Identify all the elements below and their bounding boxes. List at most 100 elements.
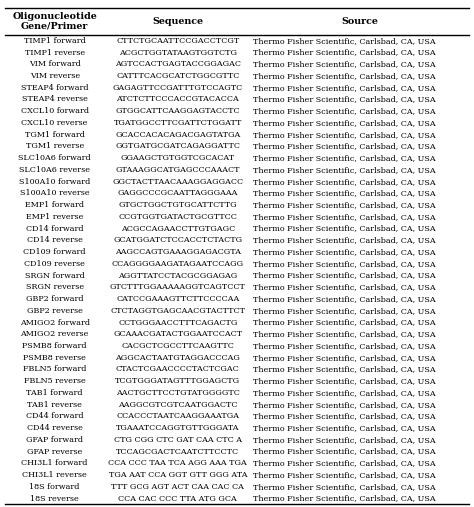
Text: GCAAACGATACTGGAATCCACT: GCAAACGATACTGGAATCCACT: [113, 330, 242, 338]
Text: SLC10A6 reverse: SLC10A6 reverse: [19, 166, 90, 174]
Text: Thermo Fisher Scientific, Carlsbad, CA, USA: Thermo Fisher Scientific, Carlsbad, CA, …: [253, 201, 436, 209]
Text: CCA CAC CCC TTA ATG GCA: CCA CAC CCC TTA ATG GCA: [118, 495, 237, 502]
Text: TIMP1 forward: TIMP1 forward: [24, 37, 85, 45]
Text: Thermo Fisher Scientific, Carlsbad, CA, USA: Thermo Fisher Scientific, Carlsbad, CA, …: [253, 283, 436, 292]
Text: TGATGGCCTTCGATTCTGGATT: TGATGGCCTTCGATTCTGGATT: [114, 119, 242, 127]
Text: AGGTTATCCTACGCGGAGAG: AGGTTATCCTACGCGGAGAG: [118, 272, 237, 279]
Text: GAGAGTTCCGATTTGTCCAGTC: GAGAGTTCCGATTTGTCCAGTC: [113, 84, 243, 92]
Text: Thermo Fisher Scientific, Carlsbad, CA, USA: Thermo Fisher Scientific, Carlsbad, CA, …: [253, 166, 436, 174]
Text: CHI3L1 reverse: CHI3L1 reverse: [22, 471, 87, 479]
Text: GTGCTGGCTGTGCATTCTTG: GTGCTGGCTGTGCATTCTTG: [118, 201, 237, 209]
Text: Thermo Fisher Scientific, Carlsbad, CA, USA: Thermo Fisher Scientific, Carlsbad, CA, …: [253, 307, 436, 315]
Text: Thermo Fisher Scientific, Carlsbad, CA, USA: Thermo Fisher Scientific, Carlsbad, CA, …: [253, 236, 436, 244]
Text: Sequence: Sequence: [152, 17, 203, 26]
Text: STEAP4 reverse: STEAP4 reverse: [22, 95, 88, 103]
Text: TTT GCG AGT ACT CAA CAC CA: TTT GCG AGT ACT CAA CAC CA: [111, 483, 244, 491]
Text: CHI3L1 forward: CHI3L1 forward: [21, 459, 88, 467]
Text: Thermo Fisher Scientific, Carlsbad, CA, USA: Thermo Fisher Scientific, Carlsbad, CA, …: [253, 95, 436, 103]
Text: EMP1 reverse: EMP1 reverse: [26, 213, 83, 221]
Text: Thermo Fisher Scientific, Carlsbad, CA, USA: Thermo Fisher Scientific, Carlsbad, CA, …: [253, 318, 436, 327]
Text: CXCL10 forward: CXCL10 forward: [21, 107, 89, 115]
Text: Thermo Fisher Scientific, Carlsbad, CA, USA: Thermo Fisher Scientific, Carlsbad, CA, …: [253, 354, 436, 361]
Text: CCACCCTAATCAAGGAAATGA: CCACCCTAATCAAGGAAATGA: [116, 412, 239, 420]
Text: Thermo Fisher Scientific, Carlsbad, CA, USA: Thermo Fisher Scientific, Carlsbad, CA, …: [253, 37, 436, 45]
Text: ATCTCTTCCCACCGTACACCA: ATCTCTTCCCACCGTACACCA: [117, 95, 239, 103]
Text: Thermo Fisher Scientific, Carlsbad, CA, USA: Thermo Fisher Scientific, Carlsbad, CA, …: [253, 107, 436, 115]
Text: Thermo Fisher Scientific, Carlsbad, CA, USA: Thermo Fisher Scientific, Carlsbad, CA, …: [253, 342, 436, 350]
Text: PSMB8 reverse: PSMB8 reverse: [23, 354, 86, 361]
Text: Thermo Fisher Scientific, Carlsbad, CA, USA: Thermo Fisher Scientific, Carlsbad, CA, …: [253, 295, 436, 303]
Text: GGCTACTTAACAAAGGAGGACC: GGCTACTTAACAAAGGAGGACC: [112, 177, 243, 186]
Text: Thermo Fisher Scientific, Carlsbad, CA, USA: Thermo Fisher Scientific, Carlsbad, CA, …: [253, 72, 436, 80]
Text: Thermo Fisher Scientific, Carlsbad, CA, USA: Thermo Fisher Scientific, Carlsbad, CA, …: [253, 213, 436, 221]
Text: Thermo Fisher Scientific, Carlsbad, CA, USA: Thermo Fisher Scientific, Carlsbad, CA, …: [253, 272, 436, 279]
Text: SRGN forward: SRGN forward: [25, 272, 84, 279]
Text: TGAAATCCAGGTGTTGGGATA: TGAAATCCAGGTGTTGGGATA: [116, 424, 239, 432]
Text: GTCTTTGGAAAAAGGTCAGTCCT: GTCTTTGGAAAAAGGTCAGTCCT: [110, 283, 246, 292]
Text: AMIGO2 reverse: AMIGO2 reverse: [20, 330, 89, 338]
Text: Thermo Fisher Scientific, Carlsbad, CA, USA: Thermo Fisher Scientific, Carlsbad, CA, …: [253, 330, 436, 338]
Text: CTCTAGGTGAGCAACGTACTTCT: CTCTAGGTGAGCAACGTACTTCT: [110, 307, 245, 315]
Text: Thermo Fisher Scientific, Carlsbad, CA, USA: Thermo Fisher Scientific, Carlsbad, CA, …: [253, 412, 436, 420]
Text: TAB1 reverse: TAB1 reverse: [27, 401, 82, 409]
Text: VIM reverse: VIM reverse: [29, 72, 80, 80]
Text: GBP2 forward: GBP2 forward: [26, 295, 83, 303]
Text: GFAP forward: GFAP forward: [26, 436, 83, 444]
Text: Thermo Fisher Scientific, Carlsbad, CA, USA: Thermo Fisher Scientific, Carlsbad, CA, …: [253, 471, 436, 479]
Text: AGGCACTAATGTAGGACCCAG: AGGCACTAATGTAGGACCCAG: [115, 354, 240, 361]
Text: Thermo Fisher Scientific, Carlsbad, CA, USA: Thermo Fisher Scientific, Carlsbad, CA, …: [253, 260, 436, 268]
Text: Thermo Fisher Scientific, Carlsbad, CA, USA: Thermo Fisher Scientific, Carlsbad, CA, …: [253, 495, 436, 502]
Text: Thermo Fisher Scientific, Carlsbad, CA, USA: Thermo Fisher Scientific, Carlsbad, CA, …: [253, 248, 436, 256]
Text: Thermo Fisher Scientific, Carlsbad, CA, USA: Thermo Fisher Scientific, Carlsbad, CA, …: [253, 448, 436, 456]
Text: PSMB8 forward: PSMB8 forward: [22, 342, 87, 350]
Text: CD109 reverse: CD109 reverse: [24, 260, 85, 268]
Text: TCGTGGGATAGTTTGGAGCTG: TCGTGGGATAGTTTGGAGCTG: [115, 377, 240, 385]
Text: Thermo Fisher Scientific, Carlsbad, CA, USA: Thermo Fisher Scientific, Carlsbad, CA, …: [253, 483, 436, 491]
Text: CCAGGGGAAGATAGAATCCAGG: CCAGGGGAAGATAGAATCCAGG: [112, 260, 244, 268]
Text: CATCCGAAAGTTCTTCCCCAA: CATCCGAAAGTTCTTCCCCAA: [116, 295, 239, 303]
Text: AAGCCAGTGAAAGGAGACGTA: AAGCCAGTGAAAGGAGACGTA: [115, 248, 241, 256]
Text: CD44 reverse: CD44 reverse: [27, 424, 82, 432]
Text: S100A10 reverse: S100A10 reverse: [20, 190, 90, 197]
Text: GGTGATGCGATCAGAGGATTC: GGTGATGCGATCAGAGGATTC: [115, 142, 240, 151]
Text: GAGGCCCGCAATTAGGGAAA: GAGGCCCGCAATTAGGGAAA: [118, 190, 238, 197]
Text: 18S forward: 18S forward: [29, 483, 80, 491]
Text: TCCAGCGACTCAATCTTCCTC: TCCAGCGACTCAATCTTCCTC: [116, 448, 239, 456]
Text: CD109 forward: CD109 forward: [23, 248, 86, 256]
Text: TIMP1 reverse: TIMP1 reverse: [25, 49, 85, 57]
Text: CACGCTCGCCTTCAAGTTC: CACGCTCGCCTTCAAGTTC: [121, 342, 234, 350]
Text: CTACTCGAACCCCTACTCGAC: CTACTCGAACCCCTACTCGAC: [116, 366, 240, 374]
Text: CATTTCACGCATCTGGCGTTC: CATTTCACGCATCTGGCGTTC: [116, 72, 239, 80]
Text: S100A10 forward: S100A10 forward: [19, 177, 91, 186]
Text: CD14 reverse: CD14 reverse: [27, 236, 82, 244]
Text: Thermo Fisher Scientific, Carlsbad, CA, USA: Thermo Fisher Scientific, Carlsbad, CA, …: [253, 459, 436, 467]
Text: TAB1 forward: TAB1 forward: [27, 389, 83, 397]
Text: FBLN5 forward: FBLN5 forward: [23, 366, 86, 374]
Text: Thermo Fisher Scientific, Carlsbad, CA, USA: Thermo Fisher Scientific, Carlsbad, CA, …: [253, 49, 436, 57]
Text: Thermo Fisher Scientific, Carlsbad, CA, USA: Thermo Fisher Scientific, Carlsbad, CA, …: [253, 366, 436, 374]
Text: Thermo Fisher Scientific, Carlsbad, CA, USA: Thermo Fisher Scientific, Carlsbad, CA, …: [253, 142, 436, 151]
Text: AGTCCACTGAGTACCGGAGAC: AGTCCACTGAGTACCGGAGAC: [115, 60, 241, 68]
Text: Thermo Fisher Scientific, Carlsbad, CA, USA: Thermo Fisher Scientific, Carlsbad, CA, …: [253, 119, 436, 127]
Text: ACGCTGGTATAAGTGGTCTG: ACGCTGGTATAAGTGGTCTG: [119, 49, 237, 57]
Text: GTGGCATTCAAGGAGTACCTC: GTGGCATTCAAGGAGTACCTC: [116, 107, 240, 115]
Text: CTTCTGCAATTCCGACCTCGT: CTTCTGCAATTCCGACCTCGT: [116, 37, 239, 45]
Text: Thermo Fisher Scientific, Carlsbad, CA, USA: Thermo Fisher Scientific, Carlsbad, CA, …: [253, 225, 436, 233]
Text: GCATGGATCTCCACCTCTACTG: GCATGGATCTCCACCTCTACTG: [113, 236, 242, 244]
Text: Thermo Fisher Scientific, Carlsbad, CA, USA: Thermo Fisher Scientific, Carlsbad, CA, …: [253, 424, 436, 432]
Text: Thermo Fisher Scientific, Carlsbad, CA, USA: Thermo Fisher Scientific, Carlsbad, CA, …: [253, 177, 436, 186]
Text: CCTGGGAACCTTTCAGACTG: CCTGGGAACCTTTCAGACTG: [118, 318, 237, 327]
Text: GGAAGCTGTGGTCGCACAT: GGAAGCTGTGGTCGCACAT: [121, 154, 235, 162]
Text: 18S reverse: 18S reverse: [30, 495, 79, 502]
Text: CD14 forward: CD14 forward: [26, 225, 83, 233]
Text: EMP1 forward: EMP1 forward: [25, 201, 84, 209]
Text: SRGN reverse: SRGN reverse: [26, 283, 84, 292]
Text: ACGCCAGAACCTTGTGAGC: ACGCCAGAACCTTGTGAGC: [121, 225, 235, 233]
Text: TGA AAT CCA GGT GTT GGG ATA: TGA AAT CCA GGT GTT GGG ATA: [109, 471, 247, 479]
Text: Thermo Fisher Scientific, Carlsbad, CA, USA: Thermo Fisher Scientific, Carlsbad, CA, …: [253, 436, 436, 444]
Text: Thermo Fisher Scientific, Carlsbad, CA, USA: Thermo Fisher Scientific, Carlsbad, CA, …: [253, 401, 436, 409]
Text: Thermo Fisher Scientific, Carlsbad, CA, USA: Thermo Fisher Scientific, Carlsbad, CA, …: [253, 190, 436, 197]
Text: GFAP reverse: GFAP reverse: [27, 448, 82, 456]
Text: GTAAAGGCATGAGCCCAAACT: GTAAAGGCATGAGCCCAAACT: [116, 166, 240, 174]
Text: FBLN5 reverse: FBLN5 reverse: [24, 377, 85, 385]
